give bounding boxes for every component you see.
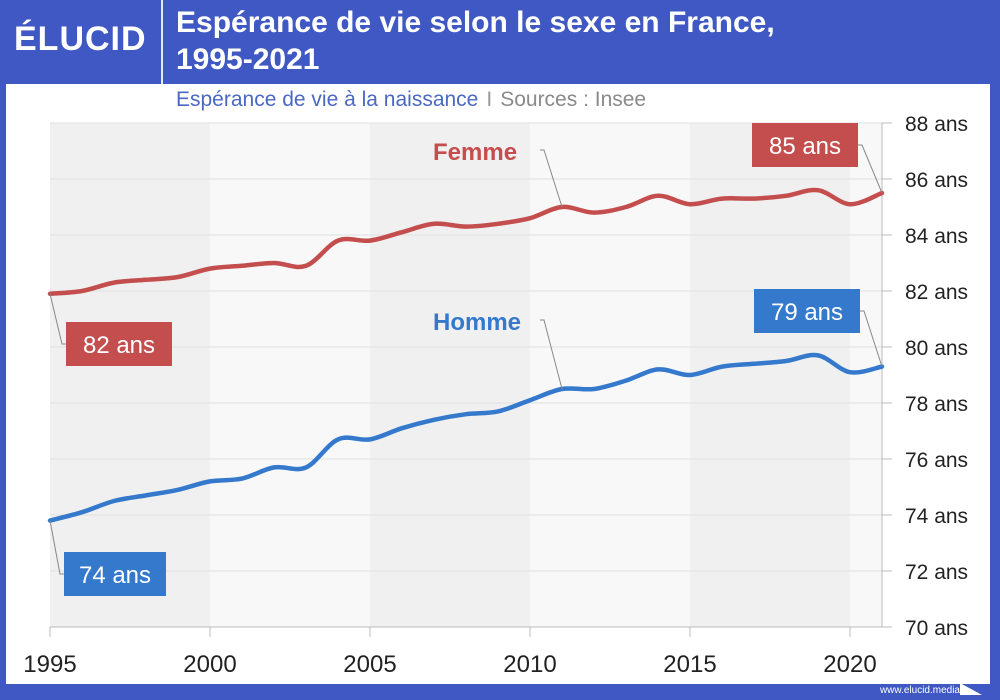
y-tick-label: 70 ans <box>905 617 968 640</box>
series-lines <box>47 187 885 523</box>
y-tick-label: 84 ans <box>905 225 968 248</box>
series-name-femme: Femme <box>433 139 517 166</box>
header-divider <box>161 0 163 84</box>
end-value-box <box>752 123 858 167</box>
leader-line <box>49 293 66 345</box>
x-tick-label: 1995 <box>23 651 76 678</box>
leader-line <box>858 144 883 194</box>
x-tick-label: 2000 <box>183 651 236 678</box>
site-url: www.elucid.media <box>879 685 960 696</box>
series-name-homme: Homme <box>433 309 521 336</box>
background-band <box>850 123 882 627</box>
elucid-flag-icon <box>960 683 982 695</box>
x-tick-label: 2015 <box>663 651 716 678</box>
y-tick-label: 74 ans <box>905 505 968 528</box>
subtitle-separator: I <box>486 88 493 111</box>
axes: 70 ans 72 ans 74 ans 76 ans 78 ans 80 ans 82 a… <box>23 113 968 678</box>
leader-line <box>49 520 64 575</box>
start-value-box <box>64 552 166 596</box>
x-tick-label: 2010 <box>503 651 556 678</box>
x-tick-label: 2020 <box>823 651 876 678</box>
title-line-2: 1995-2021 <box>176 43 320 76</box>
start-value-label: 74 ans <box>79 562 151 589</box>
background-band <box>50 123 210 627</box>
end-value-label: 79 ans <box>771 299 843 326</box>
x-tick-label: 2005 <box>343 651 396 678</box>
background-band <box>210 123 370 627</box>
y-tick-label: 86 ans <box>905 169 968 192</box>
y-tick-label: 82 ans <box>905 281 968 304</box>
chart-subtitle: Espérance de vie à la naissance I Sources … <box>176 88 646 112</box>
header: ÉLUCID Espérance de vie selon le sexe en… <box>0 0 1000 84</box>
end-value-label: 85 ans <box>769 133 841 160</box>
leader-line <box>540 149 563 208</box>
data-labels: Femme 82 ans 85 ans Homme 74 ans 79 ans <box>49 123 883 596</box>
y-tick-label: 76 ans <box>905 449 968 472</box>
title-line-1: Espérance de vie selon le sexe en France… <box>176 6 775 39</box>
chart-title: Espérance de vie selon le sexe en France… <box>176 4 976 78</box>
y-tick-label: 78 ans <box>905 393 968 416</box>
start-value-label: 82 ans <box>83 332 155 359</box>
background-band <box>370 123 530 627</box>
series-line-homme <box>47 352 885 523</box>
y-tick-label: 88 ans <box>905 113 968 136</box>
background-bands <box>50 123 882 627</box>
elucid-logo: ÉLUCID <box>14 20 147 58</box>
subtitle-main: Espérance de vie à la naissance <box>176 88 479 111</box>
leader-line <box>540 319 563 390</box>
subtitle-source: Sources : Insee <box>500 88 647 111</box>
leader-line <box>860 310 883 367</box>
y-tick-label: 80 ans <box>905 337 968 360</box>
start-value-box <box>66 322 172 366</box>
end-value-box <box>754 289 860 333</box>
background-band <box>690 123 850 627</box>
y-tick-label: 72 ans <box>905 561 968 584</box>
series-line-femme <box>47 187 885 297</box>
